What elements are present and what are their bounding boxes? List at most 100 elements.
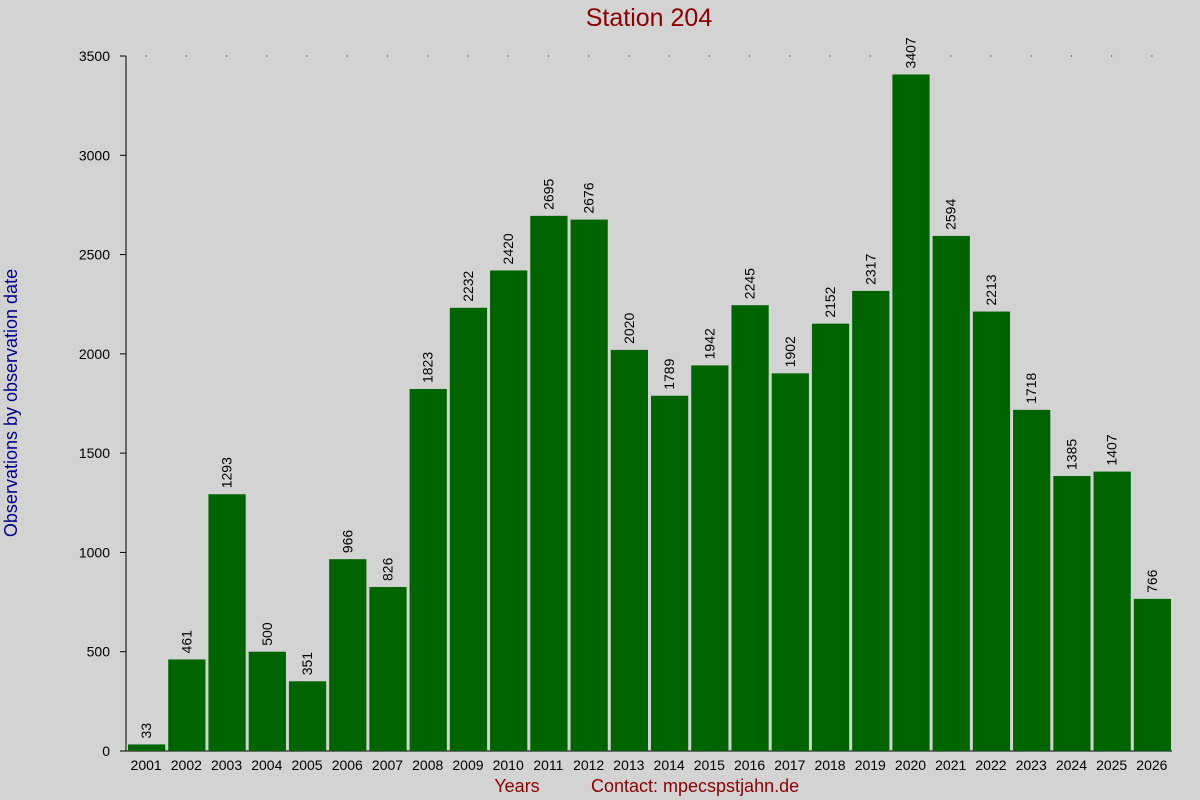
bar [1133, 598, 1171, 751]
top-dot-mark [306, 55, 308, 57]
top-dot-mark [1030, 55, 1032, 57]
bar-value-label: 2152 [822, 286, 838, 317]
x-tick-label: 2021 [935, 757, 966, 773]
top-dot-mark [547, 55, 549, 57]
x-tick-label: 2007 [372, 757, 403, 773]
x-tick-label: 2002 [171, 757, 202, 773]
x-tick-label: 2023 [1016, 757, 1047, 773]
bar-value-label: 2020 [621, 313, 637, 344]
bar [610, 349, 648, 751]
y-tick-label: 3500 [79, 48, 110, 64]
bar-value-label: 3407 [903, 37, 919, 68]
x-tick-label: 2012 [573, 757, 604, 773]
bar [369, 586, 407, 751]
bar-value-label: 2317 [862, 254, 878, 285]
bar-value-label: 461 [178, 630, 194, 654]
top-dot-mark [346, 55, 348, 57]
x-tick-label: 2006 [332, 757, 363, 773]
top-dot-mark [1070, 55, 1072, 57]
top-dot-mark [950, 55, 952, 57]
top-dot-mark [427, 55, 429, 57]
bar-value-label: 826 [380, 557, 396, 581]
bar [490, 270, 528, 751]
x-tick-label: 2017 [774, 757, 805, 773]
y-tick-label: 1500 [79, 445, 110, 461]
top-dot-mark [668, 55, 670, 57]
top-dot-mark [910, 55, 911, 57]
bar [570, 219, 608, 751]
y-tick-label: 2000 [79, 346, 110, 362]
top-dot-mark [628, 55, 630, 57]
bar-value-label: 1789 [661, 358, 677, 389]
bar [168, 659, 206, 751]
bar-value-label: 2232 [460, 270, 476, 301]
top-dot-mark [226, 55, 228, 57]
x-tick-label: 2013 [613, 757, 644, 773]
top-dot-mark [869, 55, 871, 57]
x-tick-label: 2008 [412, 757, 443, 773]
bar [1013, 409, 1051, 751]
bar-value-label: 1407 [1104, 434, 1120, 465]
top-dot-mark [387, 55, 388, 57]
bar-value-label: 2245 [742, 268, 758, 299]
x-tick-label: 2010 [493, 757, 524, 773]
x-tick-label: 2001 [131, 757, 162, 773]
y-tick-label: 1000 [79, 544, 110, 560]
bar [771, 373, 809, 751]
contact-label: Contact: mpecspstjahn.de [591, 776, 799, 796]
top-dot-mark [1111, 55, 1113, 57]
bar [972, 311, 1011, 751]
bar [530, 215, 568, 752]
y-tick-label: 500 [87, 644, 111, 660]
top-dot-mark [467, 55, 469, 57]
top-dot-mark [789, 55, 791, 57]
y-axis-label: Observations by observation date [1, 269, 21, 537]
bar-value-label: 1902 [782, 336, 798, 367]
bar-value-label: 2420 [500, 233, 516, 264]
bar-value-label: 1293 [219, 457, 235, 488]
top-dot-mark [990, 55, 992, 57]
bar-value-label: 766 [1144, 569, 1160, 593]
x-tick-label: 2011 [533, 757, 563, 773]
bar [892, 74, 930, 751]
bar-value-label: 2695 [540, 178, 556, 209]
bar-value-label: 966 [339, 530, 355, 554]
bar [288, 681, 327, 751]
bar [1093, 471, 1131, 751]
bar [811, 323, 850, 751]
top-dot-mark [829, 55, 831, 57]
x-tick-label: 2022 [975, 757, 1006, 773]
x-tick-label: 2024 [1056, 757, 1087, 773]
top-dot-mark [507, 55, 509, 57]
y-tick-label: 2500 [79, 247, 110, 263]
bar [208, 494, 246, 751]
x-tick-label: 2015 [694, 757, 725, 773]
bar-value-label: 500 [259, 622, 275, 646]
x-tick-label: 2020 [895, 757, 926, 773]
x-tick-label: 2009 [452, 757, 483, 773]
x-tick-label: 2019 [855, 757, 886, 773]
top-dot-mark [708, 55, 710, 57]
top-dot-mark [588, 55, 590, 57]
y-tick-label: 0 [102, 743, 110, 759]
x-tick-label: 2003 [211, 757, 242, 773]
top-dot-mark [1151, 55, 1153, 57]
bar-value-label: 2676 [581, 182, 597, 213]
bar [409, 389, 447, 751]
x-tick-label: 2014 [654, 757, 685, 773]
x-tick-label: 2026 [1136, 757, 1167, 773]
bar-value-label: 2594 [943, 199, 959, 230]
bar [1053, 475, 1091, 751]
x-tick-label: 2004 [251, 757, 282, 773]
x-tick-label: 2025 [1096, 757, 1127, 773]
bar [329, 559, 367, 751]
bar [691, 365, 729, 751]
top-dot-mark [749, 55, 751, 57]
x-axis-label: Years [494, 776, 539, 796]
chart-title: Station 204 [586, 4, 713, 32]
bar [852, 290, 890, 751]
plot-area: 0 500 1000 1500 2000 2500 3000 3500 33 2001 461 200… [79, 37, 1172, 773]
bar-value-label: 1823 [420, 352, 436, 383]
bar-value-label: 2213 [983, 274, 999, 305]
